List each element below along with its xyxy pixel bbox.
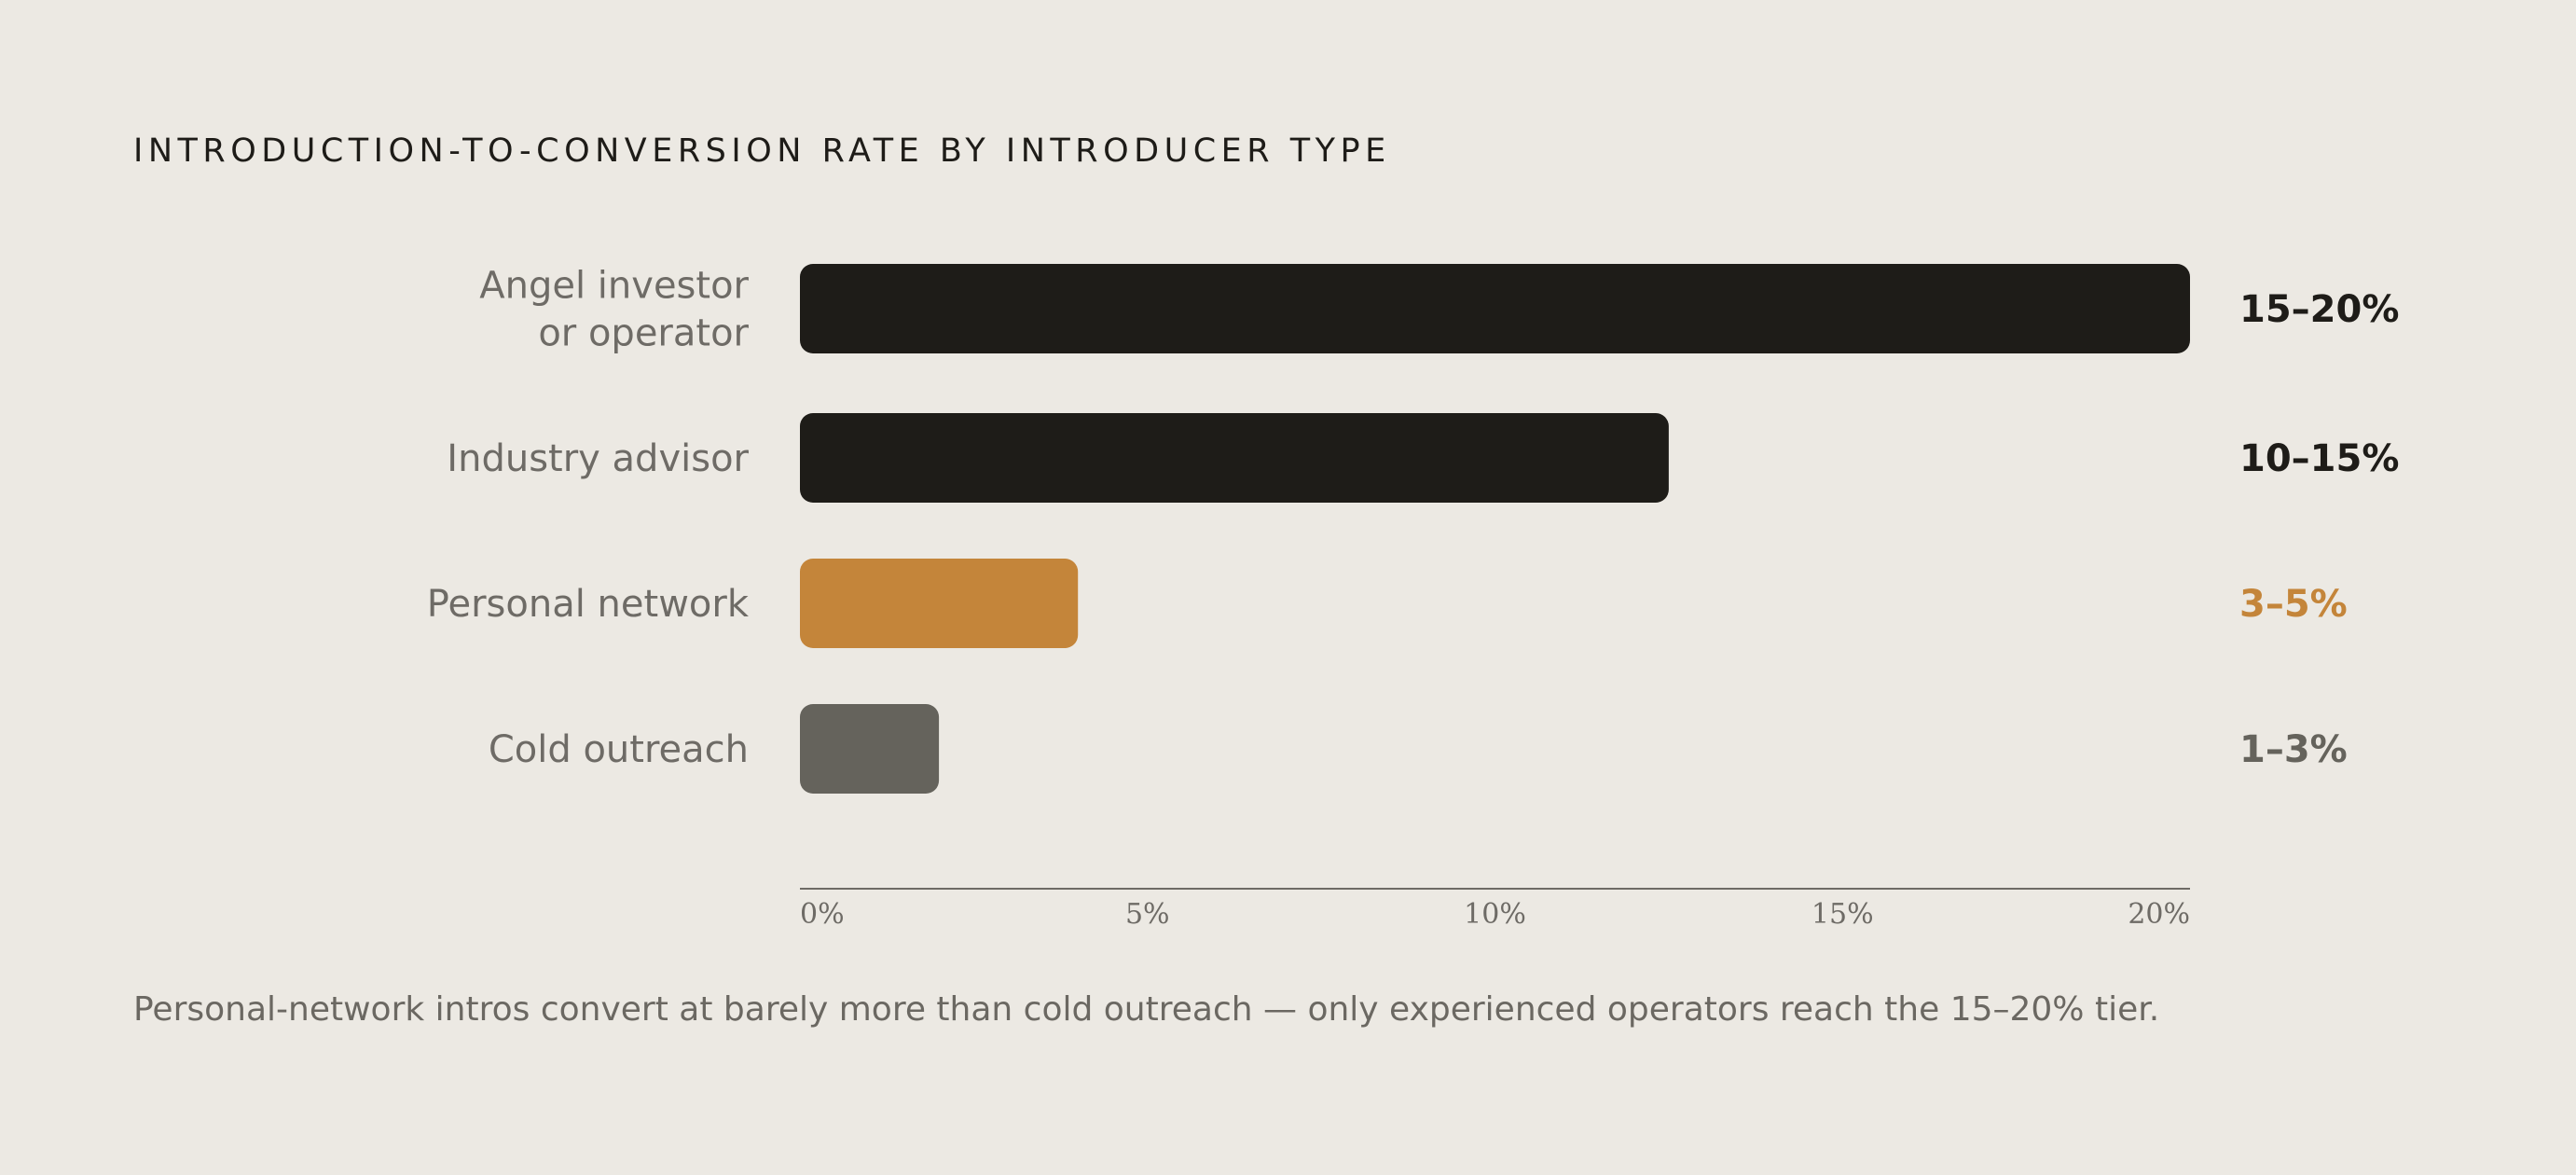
x-tick-label: 0%: [800, 898, 845, 931]
x-tick-label: 5%: [1125, 898, 1170, 931]
x-tick-label: 20%: [2128, 898, 2190, 931]
category-label: or operator: [538, 312, 749, 355]
value-label: 10–15%: [2239, 437, 2399, 480]
category-label: Industry advisor: [447, 437, 749, 480]
chart-title: INTRODUCTION-TO-CONVERSION RATE BY INTRO…: [133, 132, 1391, 170]
bar: [800, 559, 1079, 648]
x-tick-label: 15%: [1811, 898, 1874, 931]
category-label: Cold outreach: [489, 728, 749, 771]
value-label: 15–20%: [2239, 288, 2399, 331]
value-label: 1–3%: [2239, 728, 2348, 771]
x-tick-label: 10%: [1464, 898, 1526, 931]
chart-caption: Personal-network intros convert at barel…: [133, 990, 2160, 1029]
category-label: Personal network: [427, 583, 750, 626]
category-label: Angel investor: [479, 265, 749, 308]
bar: [800, 264, 2190, 353]
bar: [800, 413, 1669, 503]
bar: [800, 704, 940, 794]
value-label: 3–5%: [2239, 583, 2348, 626]
